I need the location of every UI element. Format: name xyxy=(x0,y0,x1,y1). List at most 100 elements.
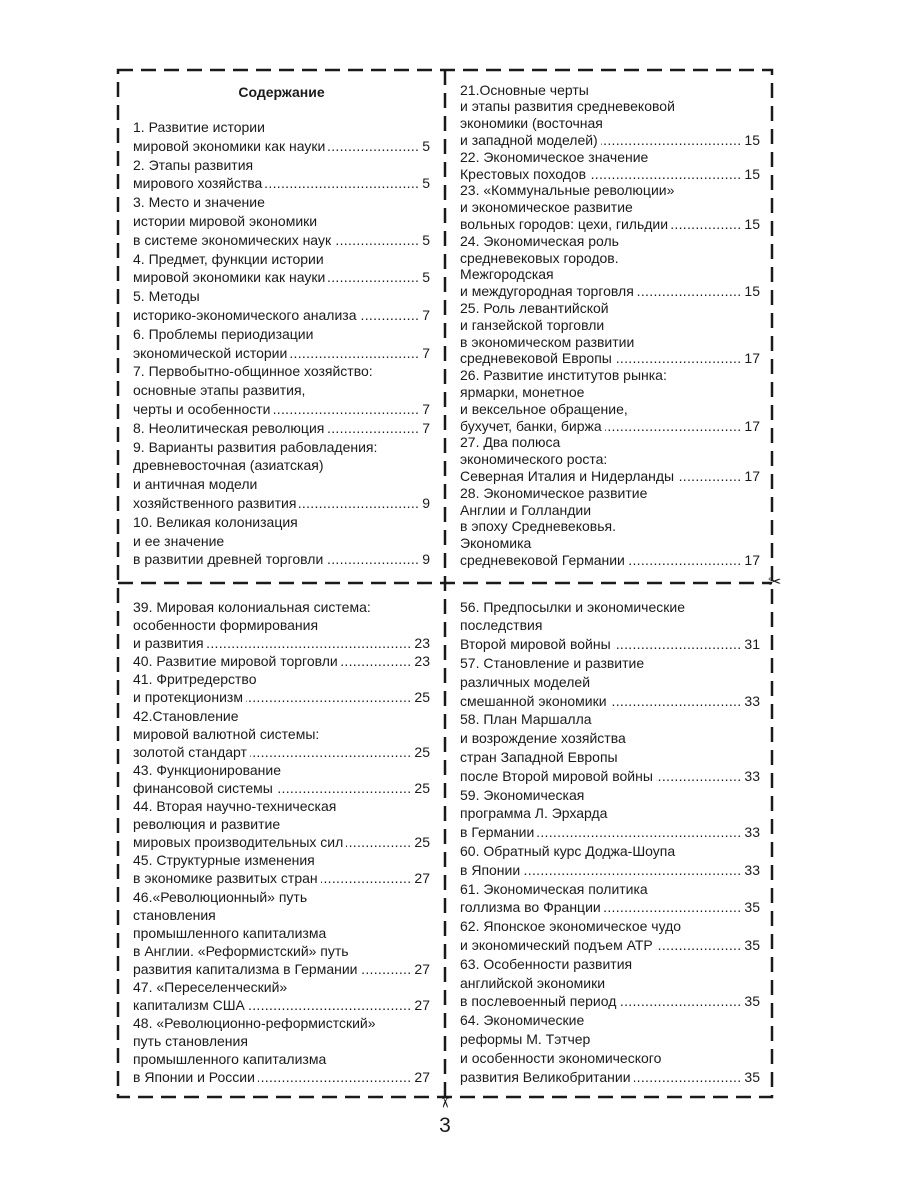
toc-entry-text: экономической истории xyxy=(133,344,288,361)
toc-page-number: 33 xyxy=(744,861,760,878)
toc-entry-text: 44. Вторая научно-техническая xyxy=(133,798,337,815)
toc-entry-text: промышленного капитализма xyxy=(133,924,327,941)
toc-page-number: 9 xyxy=(422,551,430,568)
toc-entry-line: 4. Предмет, функции истории xyxy=(133,250,430,269)
dot-leader xyxy=(299,494,419,513)
toc-entry-text: последствия xyxy=(460,617,543,634)
toc-entry-text: становления xyxy=(133,906,216,923)
toc-top-right: 21.Основные черты и этапы развития средне… xyxy=(460,82,760,569)
toc-entry-text: в экономическом развитии xyxy=(460,333,635,350)
toc-entry-text: революция и развитие xyxy=(133,816,281,833)
toc-entry-text: 2. Этапы развития xyxy=(133,156,254,173)
toc-entry: 7. Первобытно-общинное хозяйство: основны… xyxy=(133,362,430,418)
toc-entry-text: 62. Японское экономическое чудо xyxy=(460,918,682,935)
toc-page-number: 15 xyxy=(744,165,760,182)
toc-page-number: 7 xyxy=(422,306,430,323)
toc-entry-text: 8. Неолитическая революция xyxy=(133,419,325,436)
toc-entry: 3. Место и значение истории мировой эконо… xyxy=(133,193,430,249)
toc-entry-line: и особенности экономического xyxy=(460,1049,760,1068)
toc-entry: 62. Японское экономическое чудо и экономи… xyxy=(460,917,760,955)
dot-leader xyxy=(537,823,741,842)
toc-entry-line: в эпоху Средневековья. xyxy=(460,518,760,535)
dot-leader xyxy=(326,550,419,569)
toc-entry: 22. Экономическое значение Крестовых похо… xyxy=(460,149,760,183)
toc-entry-line: и экономическое развитие xyxy=(460,199,760,216)
toc-entry-text: 7. Первобытно-общинное хозяйство: xyxy=(133,363,373,380)
dot-leader xyxy=(341,652,412,670)
toc-entry-line: 42.Становление xyxy=(133,707,430,725)
dot-leader xyxy=(334,231,419,250)
toc-entry-line: 25. Роль левантийской xyxy=(460,300,760,317)
toc-entry-line: 48. «Революционно-реформистский» xyxy=(133,1014,430,1032)
toc-entry-text: в Японии и России xyxy=(133,1069,255,1086)
toc-entry: 47. «Переселенческий» капитализм США 27 xyxy=(133,978,430,1014)
toc-entry-text: средневековой Европы xyxy=(460,350,612,367)
toc-entry-text: Англии и Голландии xyxy=(460,501,592,518)
toc-entry-text: черты и особенности xyxy=(133,400,271,417)
dot-leader xyxy=(656,767,742,786)
toc-entry-text: 48. «Революционно-реформистский» xyxy=(133,1015,376,1032)
toc-entry-line: капитализм США 27 xyxy=(133,996,430,1014)
toc-entry-line: 60. Обратный курс Доджа-Шоупа xyxy=(460,842,760,861)
toc-entry: 46.«Революционный» путь становления промыш… xyxy=(133,888,430,978)
toc-entry-text: Экономика xyxy=(460,535,532,552)
toc-entry-text: 58. План Маршалла xyxy=(460,711,592,728)
toc-page-number: 35 xyxy=(744,899,760,916)
toc-entry-line: золотой стандарт 25 xyxy=(133,743,430,761)
toc-entry-text: 41. Фритредерство xyxy=(133,671,257,688)
toc-entry-line: 41. Фритредерство xyxy=(133,670,430,688)
toc-entry-text: 43. Функционирование xyxy=(133,761,282,778)
toc-entry-text: 46.«Революционный» путь xyxy=(133,888,308,905)
dot-leader xyxy=(360,306,420,325)
toc-entry-text: 28. Экономическое развитие xyxy=(460,484,648,501)
toc-page-number: 17 xyxy=(744,551,760,568)
toc-entry-line: 22. Экономическое значение xyxy=(460,149,760,166)
toc-entry-text: в развитии древней торговли xyxy=(133,551,324,568)
toc-entry-line: и ганзейской торговли xyxy=(460,317,760,334)
toc-entry: 57. Становление и развитие различных моде… xyxy=(460,654,760,710)
toc-entry-text: и античная модели xyxy=(133,476,258,493)
toc-entry-line: 45. Структурные изменения xyxy=(133,851,430,869)
toc-entry-line: последствия xyxy=(460,616,760,635)
toc-entry-text: Межгородская xyxy=(460,266,554,283)
toc-entry-line: 3. Место и значение xyxy=(133,193,430,212)
toc-entry-text: 6. Проблемы периодизации xyxy=(133,325,314,342)
toc-entry-line: Второй мировой войны 31 xyxy=(460,635,760,654)
toc-entry-text: 9. Варианты развития рабовладения: xyxy=(133,438,378,455)
toc-entry: 23. «Коммунальные революции» и экономичес… xyxy=(460,182,760,232)
toc-entry-text: 21.Основные черты xyxy=(460,81,589,98)
toc-entry-text: 3. Место и значение xyxy=(133,194,265,211)
toc-entry: 8. Неолитическая революция 7 xyxy=(133,419,430,438)
toc-entry-text: смешанной экономики xyxy=(460,692,607,709)
toc-entry-text: 5. Методы xyxy=(133,288,200,305)
dot-leader xyxy=(614,635,742,654)
toc-entry-text: ярмарки, монетное xyxy=(460,383,585,400)
toc-entry-text: 57. Становление и развитие xyxy=(460,654,645,671)
toc-entry-line: 47. «Переселенческий» xyxy=(133,978,430,996)
toc-entry-text: 10. Великая колонизация xyxy=(133,513,298,530)
toc-entry-line: реформы М. Тэтчер xyxy=(460,1030,760,1049)
dot-leader xyxy=(265,174,419,193)
dot-leader xyxy=(290,344,419,363)
dot-leader xyxy=(207,634,412,652)
toc-page-number: 27 xyxy=(414,960,430,977)
toc-entry-line: 44. Вторая научно-техническая xyxy=(133,797,430,815)
toc-entry-line: промышленного капитализма xyxy=(133,1050,430,1068)
toc-entry-text: мирового хозяйства xyxy=(133,175,263,192)
toc-entry-text: 1. Развитие истории xyxy=(133,119,265,135)
toc-entry-line: средневековых городов. xyxy=(460,250,760,267)
toc-entry-line: мировой экономики как науки 5 xyxy=(133,268,430,287)
toc-entry-line: 8. Неолитическая революция 7 xyxy=(133,419,430,438)
toc-page-number: 23 xyxy=(414,653,430,670)
toc-entry-line: Экономика xyxy=(460,535,760,552)
toc-entry-line: программа Л. Эрхарда xyxy=(460,804,760,823)
toc-entry-line: в послевоенный период 35 xyxy=(460,992,760,1011)
toc-entry-text: средневековых городов. xyxy=(460,249,619,266)
toc-entry-line: промышленного капитализма xyxy=(133,924,430,942)
toc-entry: 1. Развитие истории мировой экономики как… xyxy=(133,118,430,156)
toc-entry-text: промышленного капитализма xyxy=(133,1051,327,1068)
toc-page-number: 25 xyxy=(414,743,430,760)
toc-entry-line: Северная Италия и Нидерланды 17 xyxy=(460,468,760,485)
toc-entry: 48. «Революционно-реформистский» путь ста… xyxy=(133,1014,430,1086)
scissors-icon: ✂ xyxy=(768,574,782,591)
